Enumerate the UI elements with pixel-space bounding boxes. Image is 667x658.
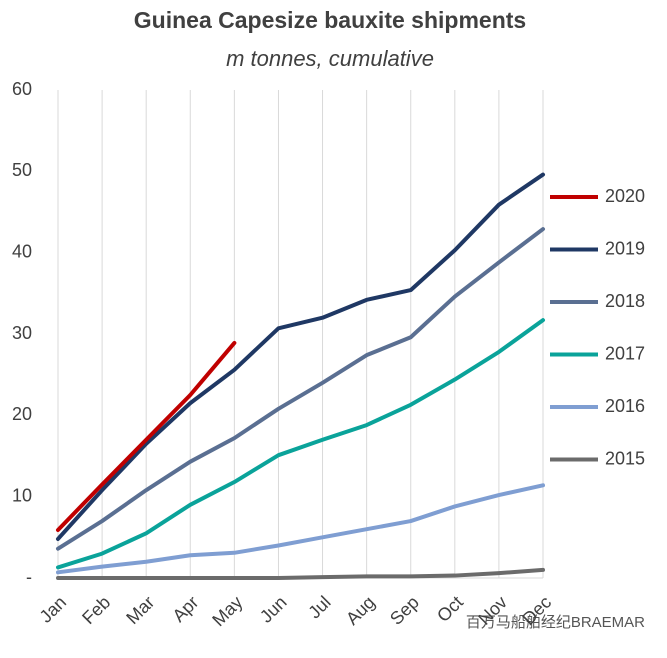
y-tick-label: 30 (12, 323, 32, 343)
x-tick-label: Feb (78, 592, 114, 628)
x-tick-label: Jan (36, 592, 71, 627)
y-tick-label: 40 (12, 241, 32, 261)
series-line (56, 318, 545, 570)
chart-title: Guinea Capesize bauxite shipments (134, 7, 526, 33)
y-tick-label: 20 (12, 404, 32, 424)
legend-label: 2018 (605, 291, 645, 311)
x-tick-label: Oct (433, 592, 467, 626)
watermark: 百万马船舶经纪BRAEMAR (466, 614, 645, 631)
y-tick-label: 10 (12, 485, 32, 505)
x-tick-label: Mar (122, 592, 158, 628)
x-tick-label: Jun (256, 592, 291, 627)
series-line (56, 340, 237, 533)
legend-label: 2015 (605, 448, 645, 468)
series-line (56, 227, 545, 551)
y-tick-label: 60 (12, 79, 32, 99)
y-tick-label: - (26, 567, 32, 587)
legend-label: 2020 (605, 186, 645, 206)
chart-subtitle: m tonnes, cumulative (226, 46, 434, 71)
y-tick-label: 50 (12, 160, 32, 180)
x-tick-label: Jul (304, 592, 334, 622)
series-line (56, 172, 545, 541)
x-tick-label: Apr (169, 592, 203, 626)
x-tick-label: Aug (342, 592, 379, 629)
legend-label: 2016 (605, 396, 645, 416)
x-tick-label: May (208, 592, 246, 630)
x-tick-label: Sep (386, 592, 423, 629)
legend-label: 2019 (605, 238, 645, 258)
legend-label: 2017 (605, 343, 645, 363)
series-line (56, 567, 545, 580)
series-line (56, 483, 545, 575)
